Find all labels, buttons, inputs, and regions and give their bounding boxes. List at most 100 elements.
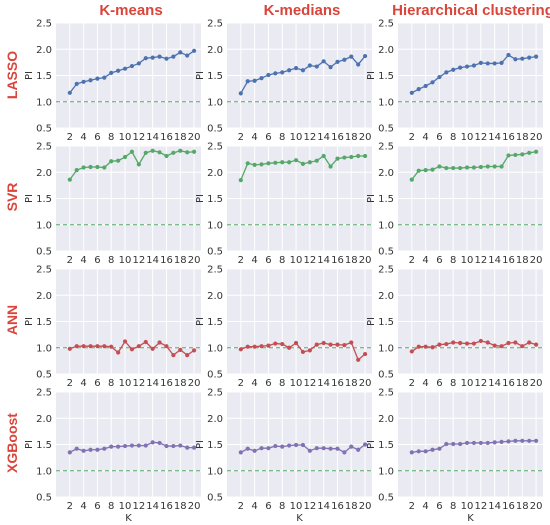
y-tick-label: 1.0 <box>36 466 52 477</box>
column-title-hierarchical: Hierarchical clustering <box>392 2 550 19</box>
y-tick-label: 1.5 <box>378 194 394 205</box>
x-tick-label: 12 <box>132 501 145 512</box>
data-point <box>423 168 428 173</box>
data-point <box>81 448 86 453</box>
y-tick-label: 0.5 <box>207 493 223 504</box>
data-point <box>116 68 121 73</box>
y-axis-label: PI <box>195 71 206 80</box>
y-tick-label: 1.0 <box>378 220 394 231</box>
data-point <box>437 342 442 347</box>
y-tick-label: 1.0 <box>36 97 52 108</box>
data-point <box>143 150 148 155</box>
data-point <box>178 443 183 448</box>
data-point <box>416 344 421 349</box>
data-point <box>300 442 306 448</box>
data-point <box>293 158 299 163</box>
data-point <box>157 150 162 155</box>
data-point <box>307 63 312 68</box>
data-point <box>314 158 319 163</box>
y-tick-label: 2.5 <box>207 265 223 276</box>
x-tick-label: 8 <box>450 255 456 266</box>
data-point <box>520 344 525 349</box>
x-tick-label: 8 <box>108 501 114 512</box>
data-point <box>478 338 483 344</box>
data-point <box>259 446 264 451</box>
x-tick-label: 12 <box>132 132 145 143</box>
data-point <box>164 56 169 61</box>
data-point <box>293 442 299 448</box>
data-point <box>533 342 539 347</box>
data-point <box>451 67 456 72</box>
y-axis-label: PI <box>195 440 206 449</box>
x-tick-label: 10 <box>461 378 474 389</box>
data-point <box>321 153 326 159</box>
x-tick-label: 16 <box>160 255 173 266</box>
x-tick-label: 8 <box>450 378 456 389</box>
y-tick-label: 1.0 <box>378 343 394 354</box>
x-tick-label: 12 <box>303 378 316 389</box>
panel-ann-k-means: 0.5 1.0 1.5 2.0 2.5 2 4 6 8 10 12 14 16 18 20 PI <box>24 265 201 389</box>
y-axis-label: PI <box>366 317 377 326</box>
data-point <box>451 340 456 345</box>
y-tick-label: 2.0 <box>36 45 52 56</box>
x-tick-label: 4 <box>80 132 86 143</box>
data-point <box>300 349 306 355</box>
x-tick-label: 14 <box>488 132 501 143</box>
x-tick-label: 6 <box>436 255 442 266</box>
data-point <box>520 56 525 61</box>
y-tick-label: 0.5 <box>378 493 394 504</box>
data-point <box>109 159 114 164</box>
x-tick-label: 16 <box>160 501 173 512</box>
data-point <box>416 168 421 173</box>
data-point <box>143 443 148 448</box>
y-axis-label: PI <box>366 71 377 80</box>
data-point <box>321 340 326 346</box>
data-point <box>307 448 312 453</box>
x-tick-label: 16 <box>502 255 515 266</box>
x-tick-label: 6 <box>265 132 271 143</box>
data-point <box>321 446 326 451</box>
panel-svr-k-medians: 0.5 1.0 1.5 2.0 2.5 2 4 6 8 10 12 14 16 18 20 PI <box>195 142 372 266</box>
data-point <box>171 54 176 59</box>
data-point <box>136 162 141 167</box>
data-point <box>143 56 148 61</box>
data-point <box>157 54 162 59</box>
y-tick-label: 2.0 <box>36 168 52 179</box>
x-tick-label: 8 <box>279 378 285 389</box>
data-point <box>136 344 141 349</box>
data-point <box>485 340 490 345</box>
data-point <box>471 165 477 170</box>
data-point <box>252 162 257 167</box>
panel-svr-k-means: 0.5 1.0 1.5 2.0 2.5 2 4 6 8 10 12 14 16 18 20 PI <box>24 142 201 266</box>
data-point <box>74 168 79 173</box>
x-tick-label: 14 <box>317 132 330 143</box>
x-tick-label: 4 <box>422 132 428 143</box>
x-tick-label: 8 <box>279 132 285 143</box>
data-point <box>506 153 511 158</box>
data-point <box>409 349 414 354</box>
x-tick-label: 10 <box>461 255 474 266</box>
x-tick-label: 10 <box>290 378 303 389</box>
data-point <box>171 443 176 449</box>
data-point <box>513 57 518 62</box>
data-point <box>67 450 72 455</box>
y-tick-label: 2.5 <box>36 388 52 399</box>
data-point <box>109 70 114 75</box>
x-tick-label: 6 <box>94 378 100 389</box>
y-tick-label: 1.5 <box>207 194 223 205</box>
data-point <box>191 348 197 353</box>
x-tick-label: 12 <box>303 501 316 512</box>
x-tick-label: 20 <box>530 255 543 266</box>
data-point <box>499 60 504 65</box>
data-point <box>67 177 72 182</box>
data-point <box>478 440 483 446</box>
y-tick-label: 1.5 <box>36 194 52 205</box>
y-tick-label: 1.0 <box>36 343 52 354</box>
x-tick-label: 2 <box>67 132 73 143</box>
y-tick-label: 1.5 <box>378 317 394 328</box>
panel-grid: 0.51.01.52.02.52 4 6 8 10 12 14 16 18 20PI0.51.01… <box>24 19 543 524</box>
x-tick-label: 12 <box>132 378 145 389</box>
panel-lasso-hierarchical-clustering: 0.5 1.0 1.5 2.0 2.5 2 4 6 8 10 12 14 16 18 20 PI <box>366 19 543 143</box>
x-tick-label: 10 <box>290 255 303 266</box>
